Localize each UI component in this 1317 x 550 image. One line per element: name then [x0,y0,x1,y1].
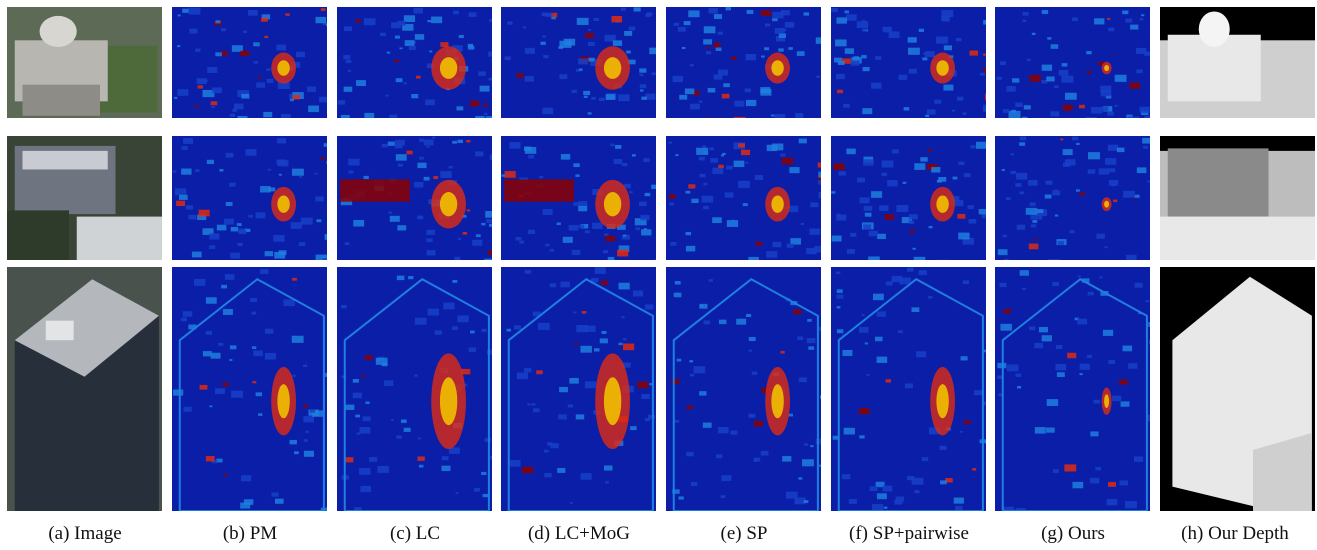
panel-lcmog-row-3 [501,267,656,511]
panel-sppairwise-row-2 [831,136,986,260]
caption-ours: (g) Ours [1041,523,1105,544]
panel-ours-row-3 [995,267,1150,511]
panel-sp-row-2 [666,136,821,260]
panel-depth-row-1 [1160,7,1315,118]
panel-image-row-3 [7,267,162,511]
panel-ours-row-2 [995,136,1150,260]
panel-ours-row-1 [995,7,1150,118]
panel-lcmog-row-1 [501,7,656,118]
panel-image-row-1 [7,7,162,118]
caption-lcmog: (d) LC+MoG [527,523,630,544]
panel-lcmog-row-2 [501,136,656,260]
panel-pm-row-2 [172,136,327,260]
panel-lc-row-2 [337,136,492,260]
caption-image: (a) Image [48,523,122,544]
panel-sppairwise-row-3 [831,267,986,511]
caption-depth: (h) Our Depth [1181,523,1289,544]
caption-sp: (e) SP [720,523,768,544]
panel-depth-row-2 [1160,136,1315,260]
panel-depth-row-3 [1160,267,1315,511]
caption-sppairwise: (f) SP+pairwise [849,523,969,544]
panel-pm-row-1 [172,7,327,118]
panel-pm-row-3 [172,267,327,511]
panel-image-row-2 [7,136,162,260]
panel-sp-row-3 [666,267,821,511]
panel-sp-row-1 [666,7,821,118]
panel-lc-row-3 [337,267,492,511]
panel-sppairwise-row-1 [831,7,986,118]
caption-pm: (b) PM [222,523,278,544]
panel-lc-row-1 [337,7,492,118]
caption-lc: (c) LC [389,523,441,544]
